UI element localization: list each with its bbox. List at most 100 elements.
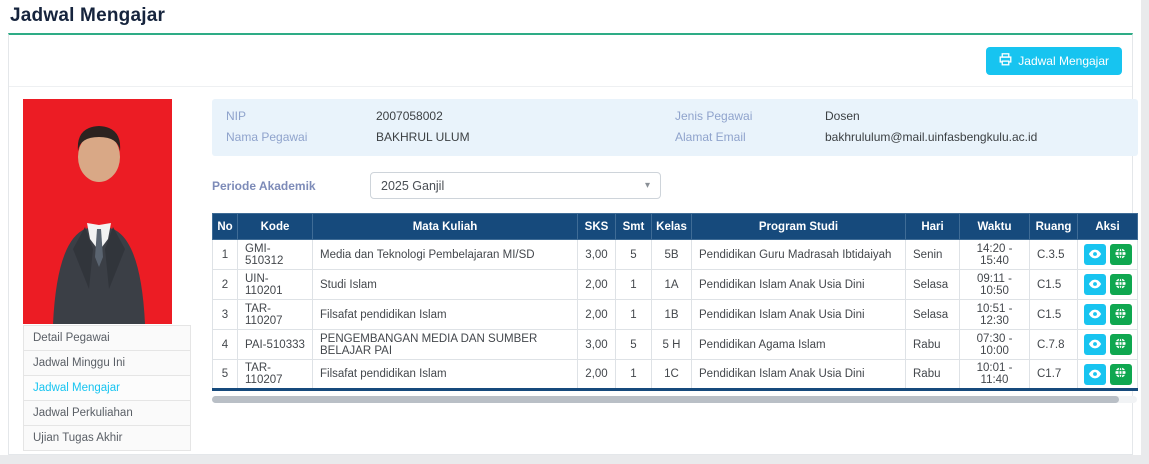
- cell-aksi: [1077, 269, 1138, 300]
- cell-aksi: [1077, 299, 1138, 330]
- cell-program_studi: Pendidikan Guru Madrasah Ibtidaiyah: [691, 239, 906, 270]
- elearning-link-button[interactable]: [1109, 274, 1132, 295]
- elearning-link-button[interactable]: [1109, 304, 1132, 325]
- table-row: 3 TAR-110207 Filsafat pendidikan Islam 2,00…: [212, 299, 1138, 330]
- academic-period-row: Periode Akademik 2025 Ganjil ▾: [212, 172, 1138, 199]
- cell-sks: 2,00: [577, 359, 616, 390]
- print-button-label: Jadwal Mengajar: [1018, 54, 1109, 68]
- view-detail-button[interactable]: [1083, 334, 1106, 355]
- view-detail-button[interactable]: [1083, 244, 1106, 265]
- caret-down-icon: ▾: [644, 180, 650, 191]
- card-header: Jadwal Mengajar: [9, 35, 1132, 87]
- sidebar-item-jadwal-mengajar[interactable]: Jadwal Mengajar: [23, 375, 191, 400]
- cell-aksi: [1077, 329, 1138, 360]
- table-row: 1 GMI-510312 Media dan Teknologi Pembelaja…: [212, 239, 1138, 270]
- cell-waktu: 10:51 - 12:30: [959, 299, 1030, 330]
- cell-smt: 1: [615, 269, 652, 300]
- column-header-aksi: Aksi: [1077, 213, 1138, 240]
- view-detail-button[interactable]: [1083, 304, 1106, 325]
- elearning-link-button[interactable]: [1109, 334, 1132, 355]
- sidebar-item-jadwal-minggu-ini[interactable]: Jadwal Minggu Ini: [23, 350, 191, 375]
- academic-period-select[interactable]: 2025 Ganjil ▾: [370, 172, 661, 199]
- scrollbar-thumb[interactable]: [212, 396, 1119, 403]
- cell-smt: 1: [615, 359, 652, 390]
- cell-waktu: 07:30 - 10:00: [959, 329, 1030, 360]
- content-card: Jadwal Mengajar Detail Pegawai Jadwal Min…: [8, 33, 1138, 455]
- employee-type-label: Jenis Pegawai: [675, 109, 753, 123]
- globe-icon: [1114, 306, 1127, 323]
- globe-icon: [1114, 276, 1127, 293]
- action-buttons: [1080, 274, 1135, 295]
- elearning-link-button[interactable]: [1109, 244, 1132, 265]
- teaching-schedule-table: No Kode Mata Kuliah SKS Smt Kelas Program Stud…: [212, 213, 1138, 391]
- cell-hari: Rabu: [905, 359, 960, 390]
- cell-program_studi: Pendidikan Islam Anak Usia Dini: [691, 359, 906, 390]
- cell-no: 2: [212, 269, 238, 300]
- cell-sks: 3,00: [577, 329, 616, 360]
- cell-aksi: [1077, 239, 1138, 270]
- eye-icon: [1088, 277, 1102, 292]
- action-buttons: [1080, 244, 1135, 265]
- sidebar-menu: Detail Pegawai Jadwal Minggu Ini Jadwal Me…: [23, 325, 191, 451]
- cell-mata_kuliah: Filsafat pendidikan Islam: [312, 359, 578, 390]
- action-buttons: [1080, 363, 1135, 385]
- printer-icon: [999, 53, 1012, 69]
- sidebar-item-detail-pegawai[interactable]: Detail Pegawai: [23, 325, 191, 350]
- nip-value: 2007058002: [376, 109, 443, 123]
- action-buttons: [1080, 304, 1135, 325]
- column-header-hari: Hari: [905, 213, 960, 240]
- academic-period-selected-value: 2025 Ganjil: [381, 178, 445, 193]
- horizontal-scrollbar[interactable]: [212, 396, 1137, 403]
- cell-kelas: 1A: [651, 269, 692, 300]
- main-content: NIP 2007058002 Nama Pegawai BAKHRUL ULUM…: [197, 99, 1149, 451]
- eye-icon: [1088, 247, 1102, 262]
- eye-icon: [1088, 307, 1102, 322]
- cell-kode: PAI-510333: [237, 329, 313, 360]
- table-row: 4 PAI-510333 PENGEMBANGAN MEDIA DAN SUMBER…: [212, 329, 1138, 360]
- cell-mata_kuliah: Studi Islam: [312, 269, 578, 300]
- cell-mata_kuliah: Media dan Teknologi Pembelajaran MI/SD: [312, 239, 578, 270]
- print-schedule-button[interactable]: Jadwal Mengajar: [986, 47, 1122, 75]
- view-detail-button[interactable]: [1083, 274, 1106, 295]
- cell-program_studi: Pendidikan Agama Islam: [691, 329, 906, 360]
- cell-smt: 1: [615, 299, 652, 330]
- cell-waktu: 14:20 - 15:40: [959, 239, 1030, 270]
- cell-no: 4: [212, 329, 238, 360]
- globe-icon: [1114, 366, 1127, 382]
- table-header-row: No Kode Mata Kuliah SKS Smt Kelas Program Stud…: [212, 213, 1138, 240]
- employee-info-panel: NIP 2007058002 Nama Pegawai BAKHRUL ULUM…: [212, 99, 1138, 156]
- cell-kode: TAR-110207: [237, 359, 313, 390]
- cell-hari: Rabu: [905, 329, 960, 360]
- column-header-sks: SKS: [577, 213, 616, 240]
- cell-no: 3: [212, 299, 238, 330]
- action-buttons: [1080, 334, 1135, 355]
- cell-program_studi: Pendidikan Islam Anak Usia Dini: [691, 299, 906, 330]
- employee-sidebar: Detail Pegawai Jadwal Minggu Ini Jadwal Me…: [15, 99, 197, 451]
- cell-no: 1: [212, 239, 238, 270]
- cell-smt: 5: [615, 329, 652, 360]
- employee-name-value: BAKHRUL ULUM: [376, 130, 470, 144]
- employee-info-left: NIP 2007058002 Nama Pegawai BAKHRUL ULUM: [226, 109, 675, 144]
- sidebar-item-jadwal-perkuliahan[interactable]: Jadwal Perkuliahan: [23, 400, 191, 425]
- cell-kode: UIN-110201: [237, 269, 313, 300]
- globe-icon: [1114, 336, 1127, 353]
- cell-ruang: C1.5: [1029, 299, 1078, 330]
- cell-kode: TAR-110207: [237, 299, 313, 330]
- column-header-kelas: Kelas: [651, 213, 692, 240]
- view-detail-button[interactable]: [1083, 363, 1106, 385]
- employee-info-right: Jenis Pegawai Dosen Alamat Email bakhrul…: [675, 109, 1124, 144]
- sidebar-item-ujian-tugas-akhir[interactable]: Ujian Tugas Akhir: [23, 425, 191, 450]
- cell-hari: Senin: [905, 239, 960, 270]
- nip-label: NIP: [226, 109, 247, 123]
- cell-smt: 5: [615, 239, 652, 270]
- card-body: Detail Pegawai Jadwal Minggu Ini Jadwal Me…: [9, 87, 1138, 451]
- cell-hari: Selasa: [905, 269, 960, 300]
- page-title: Jadwal Mengajar: [10, 5, 166, 26]
- cell-ruang: C1.5: [1029, 269, 1078, 300]
- elearning-link-button[interactable]: [1109, 363, 1132, 385]
- cell-waktu: 09:11 - 10:50: [959, 269, 1030, 300]
- column-header-mata-kuliah: Mata Kuliah: [312, 213, 578, 240]
- cell-kelas: 1C: [651, 359, 692, 390]
- cell-waktu: 10:01 - 11:40: [959, 359, 1030, 390]
- cell-no: 5: [212, 359, 238, 390]
